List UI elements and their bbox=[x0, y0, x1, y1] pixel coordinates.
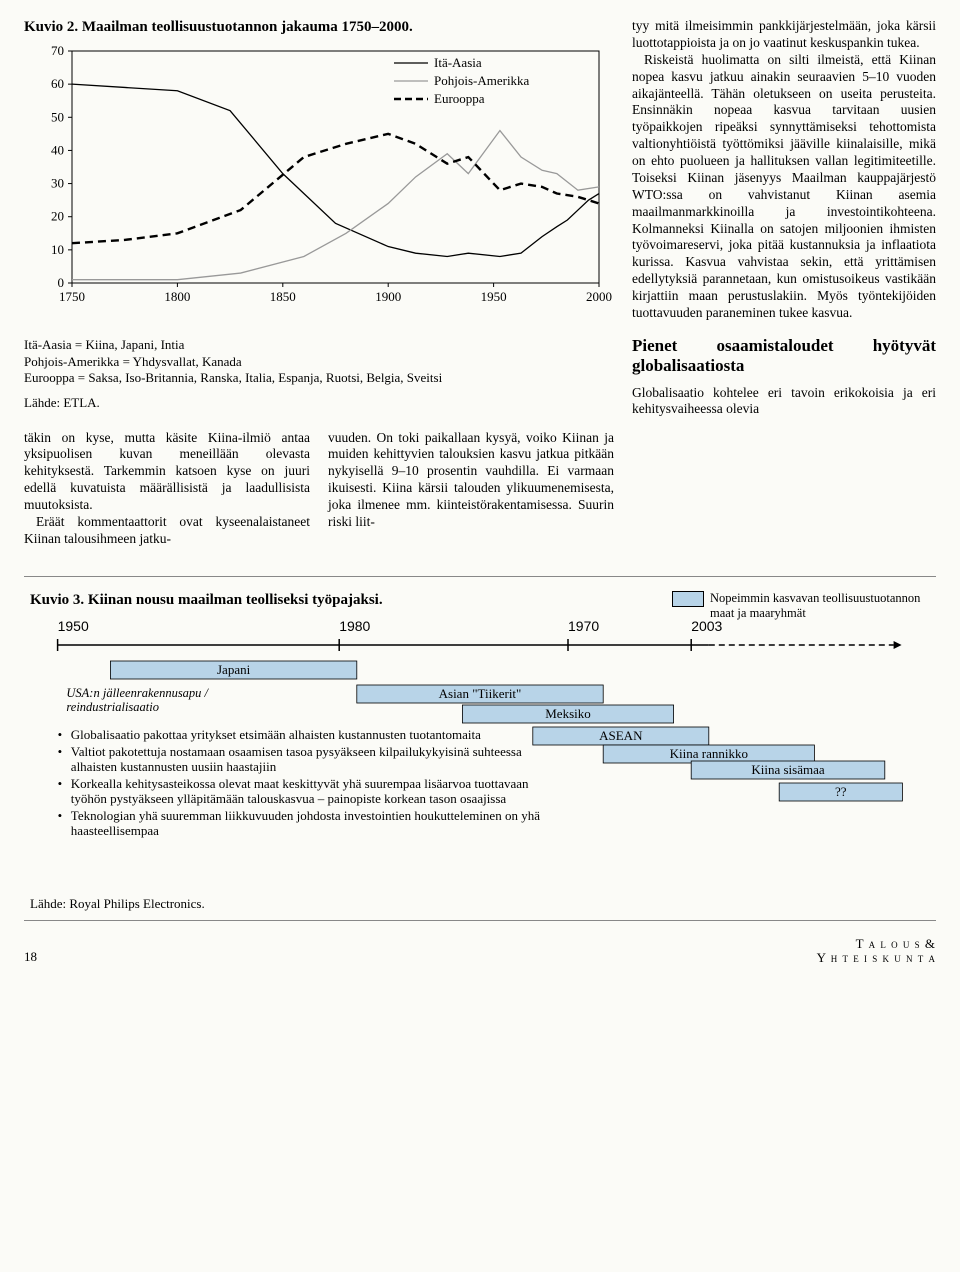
svg-text:2003: 2003 bbox=[691, 621, 722, 634]
svg-text:Korkealla kehitysasteikossa ol: Korkealla kehitysasteikossa olevat maat … bbox=[71, 776, 529, 791]
svg-text:10: 10 bbox=[51, 242, 64, 257]
body-col3-p2: Riskeistä huolimatta on silti ilmeistä, … bbox=[632, 52, 936, 322]
svg-text:40: 40 bbox=[51, 142, 64, 157]
legend-text: Nopeimmin kasvavan teollisuustuotannon m… bbox=[710, 591, 930, 621]
body-col1-p1: täkin on kyse, mutta käsite Kiina-ilmiö … bbox=[24, 430, 310, 513]
page-footer: 18 T a l o u s & Y h t e i s k u n t a bbox=[24, 937, 936, 966]
svg-text:2000: 2000 bbox=[586, 289, 612, 304]
figure3-legend: Nopeimmin kasvavan teollisuustuotannon m… bbox=[672, 591, 930, 621]
fig2-note2: Pohjois-Amerikka = Yhdysvallat, Kanada bbox=[24, 354, 614, 371]
figure2-chart: 0 10 20 30 40 50 60 70 1750 1800 1850 1900 1950 2000 I… bbox=[24, 43, 614, 328]
svg-text:1950: 1950 bbox=[481, 289, 507, 304]
svg-text:1950: 1950 bbox=[58, 621, 89, 634]
svg-text:Pohjois-Amerikka: Pohjois-Amerikka bbox=[434, 73, 530, 88]
svg-text:Meksiko: Meksiko bbox=[545, 706, 591, 721]
svg-text:työhön pystyäkseen ylläpitämää: työhön pystyäkseen ylläpitämään talouska… bbox=[71, 791, 507, 806]
legend-swatch bbox=[672, 591, 704, 607]
svg-text:•: • bbox=[58, 808, 63, 823]
fig2-note3: Eurooppa = Saksa, Iso-Britannia, Ranska,… bbox=[24, 370, 614, 387]
svg-text:1850: 1850 bbox=[270, 289, 296, 304]
svg-text:•: • bbox=[58, 727, 63, 742]
figure2-column: Kuvio 2. Maailman teollisuustuotannon ja… bbox=[24, 18, 614, 548]
body-below-figure: täkin on kyse, mutta käsite Kiina-ilmiö … bbox=[24, 430, 614, 548]
figure2-source: Lähde: ETLA. bbox=[24, 395, 614, 411]
figure3-title: Kuvio 3. Kiinan nousu maailman teollisek… bbox=[30, 591, 660, 610]
svg-text:USA:n jälleenrakennusapu /: USA:n jälleenrakennusapu / bbox=[66, 686, 209, 700]
svg-text:Asian "Tiikerit": Asian "Tiikerit" bbox=[439, 686, 522, 701]
svg-text:•: • bbox=[58, 776, 63, 791]
svg-text:haasteellisempaa: haasteellisempaa bbox=[71, 823, 159, 838]
brand-line2: Y h t e i s k u n t a bbox=[817, 950, 936, 965]
svg-text:0: 0 bbox=[58, 275, 65, 290]
svg-text:alhaisten kustannusten uusiin: alhaisten kustannusten uusiin haastajiin bbox=[71, 759, 277, 774]
svg-text:30: 30 bbox=[51, 175, 64, 190]
svg-text:Japani: Japani bbox=[217, 662, 251, 677]
svg-text:Valtiot pakotettuja nostamaan: Valtiot pakotettuja nostamaan osaamisen … bbox=[71, 744, 522, 759]
figure3-timeline: 1950 1980 1970 2003 Japani Asian "Tiikerit" Me… bbox=[30, 621, 930, 881]
fig2-note1: Itä-Aasia = Kiina, Japani, Intia bbox=[24, 337, 614, 354]
svg-text:•: • bbox=[58, 744, 63, 759]
figure2-title: Kuvio 2. Maailman teollisuustuotannon ja… bbox=[24, 18, 614, 37]
svg-text:1800: 1800 bbox=[164, 289, 190, 304]
svg-text:1980: 1980 bbox=[339, 621, 370, 634]
body-col1-p2: Eräät kommentaattorit ovat kyseenalaista… bbox=[24, 514, 310, 548]
body-col2: vuuden. On toki paikallaan kysyä, voiko … bbox=[328, 430, 614, 548]
svg-text:1900: 1900 bbox=[375, 289, 401, 304]
svg-text:Kiina sisämaa: Kiina sisämaa bbox=[751, 762, 825, 777]
svg-text:??: ?? bbox=[835, 784, 847, 799]
svg-text:1970: 1970 bbox=[568, 621, 599, 634]
svg-text:60: 60 bbox=[51, 76, 64, 91]
svg-text:70: 70 bbox=[51, 43, 64, 58]
brand-line1: T a l o u s bbox=[856, 936, 921, 951]
top-row: Kuvio 2. Maailman teollisuustuotannon ja… bbox=[24, 18, 936, 548]
figure3-panel: Kuvio 3. Kiinan nousu maailman teollisek… bbox=[24, 576, 936, 921]
svg-text:reindustrialisaatio: reindustrialisaatio bbox=[66, 700, 159, 714]
svg-text:20: 20 bbox=[51, 208, 64, 223]
svg-text:ASEAN: ASEAN bbox=[599, 728, 643, 743]
page-number: 18 bbox=[24, 949, 37, 965]
body-col3-p1: tyy mitä ilmeisimmin pankkijärjestelmään… bbox=[632, 18, 936, 52]
figure2-notes: Itä-Aasia = Kiina, Japani, Intia Pohjois… bbox=[24, 337, 614, 388]
svg-text:1750: 1750 bbox=[59, 289, 85, 304]
brand-amp: & bbox=[925, 936, 936, 951]
svg-text:Itä-Aasia: Itä-Aasia bbox=[434, 55, 482, 70]
svg-text:Kiina rannikko: Kiina rannikko bbox=[670, 746, 748, 761]
svg-text:Teknologian yhä suuremman liik: Teknologian yhä suuremman liikkuvuuden j… bbox=[71, 808, 540, 823]
body-col3-p3: Globalisaatio kohtelee eri tavoin erikok… bbox=[632, 385, 936, 419]
figure3-source: Lähde: Royal Philips Electronics. bbox=[30, 896, 930, 912]
body-col1: täkin on kyse, mutta käsite Kiina-ilmiö … bbox=[24, 430, 310, 548]
section-heading: Pienet osaamistaloudet hyötyvät globalis… bbox=[632, 336, 936, 377]
svg-text:50: 50 bbox=[51, 109, 64, 124]
svg-text:Eurooppa: Eurooppa bbox=[434, 91, 485, 106]
svg-text:Globalisaatio pakottaa yrityks: Globalisaatio pakottaa yritykset etsimää… bbox=[71, 727, 481, 742]
brand: T a l o u s & Y h t e i s k u n t a bbox=[817, 937, 936, 966]
body-col3: tyy mitä ilmeisimmin pankkijärjestelmään… bbox=[632, 18, 936, 548]
